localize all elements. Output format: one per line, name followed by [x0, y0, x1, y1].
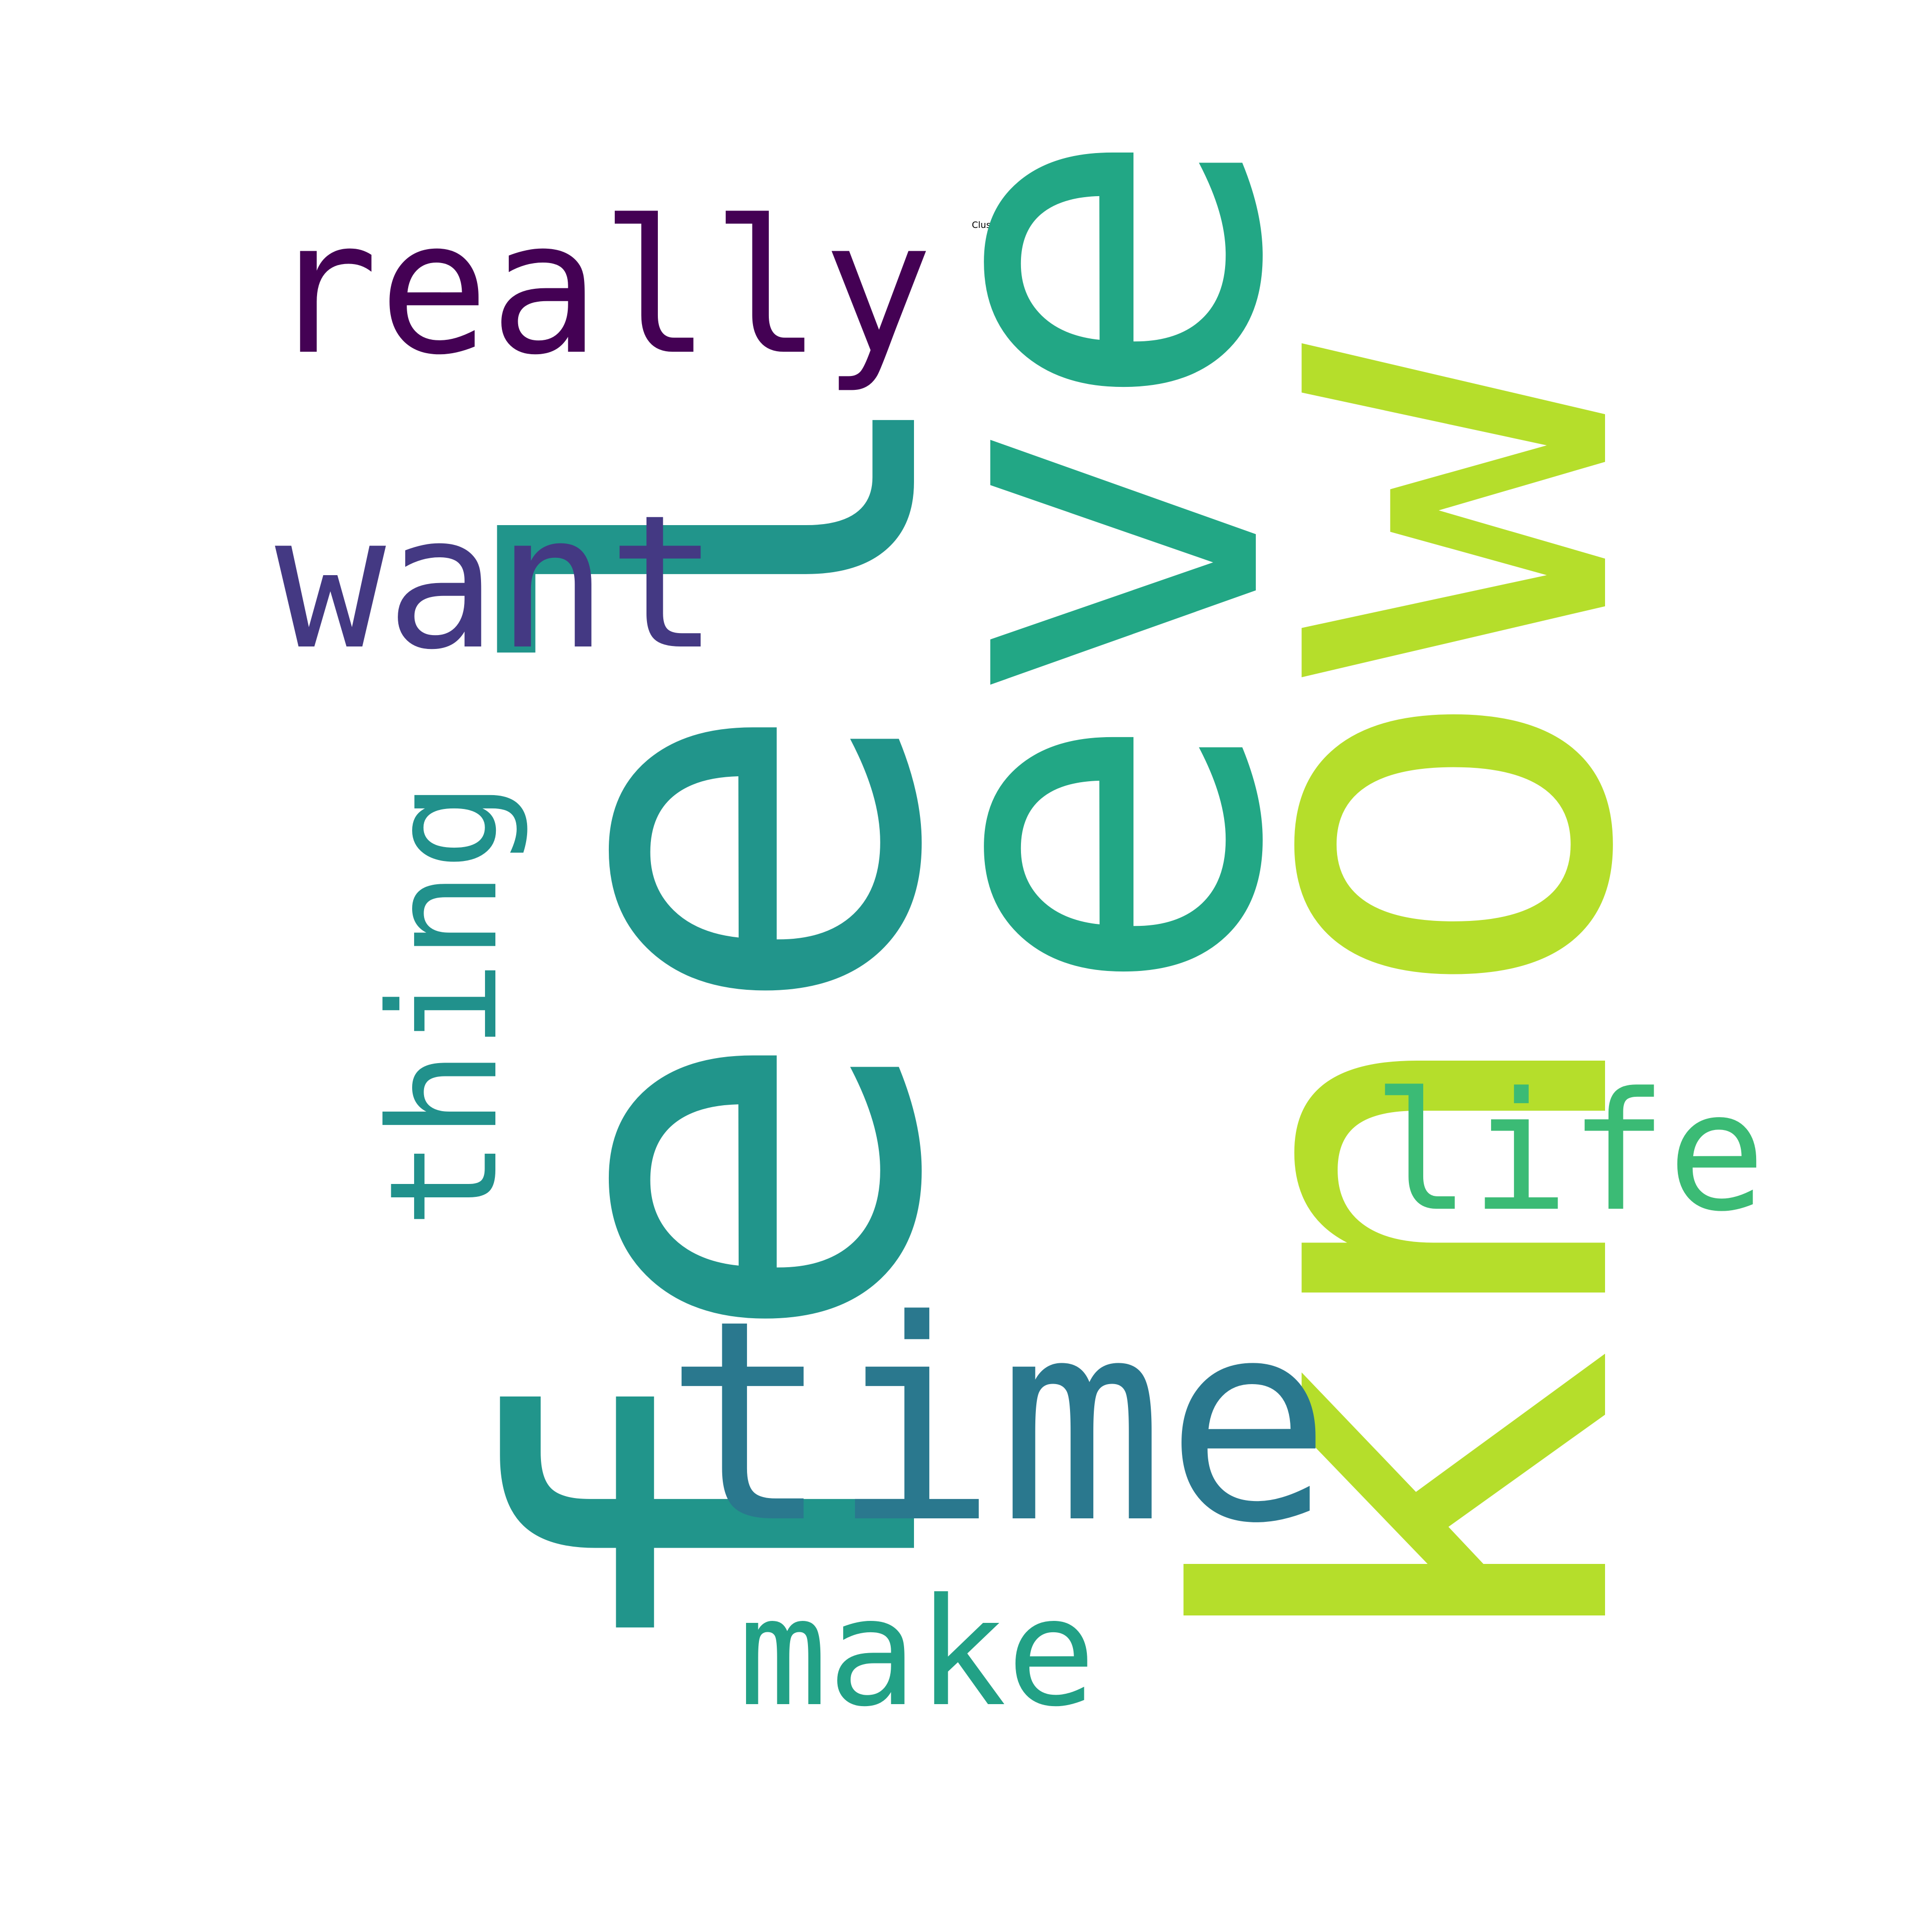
word-make: make: [738, 1566, 1096, 1739]
word-know: know: [1090, 339, 1736, 1679]
word-thing: thing: [358, 781, 531, 1229]
word-life: life: [1372, 1057, 1766, 1247]
word-eve: eve: [805, 124, 1371, 1001]
word-really: really: [268, 181, 933, 395]
word-feel: feel: [409, 367, 1043, 1679]
word-want: want: [275, 476, 719, 690]
figure-title: Cluster 13: [972, 220, 1018, 230]
word-time: time: [664, 1261, 1332, 1584]
